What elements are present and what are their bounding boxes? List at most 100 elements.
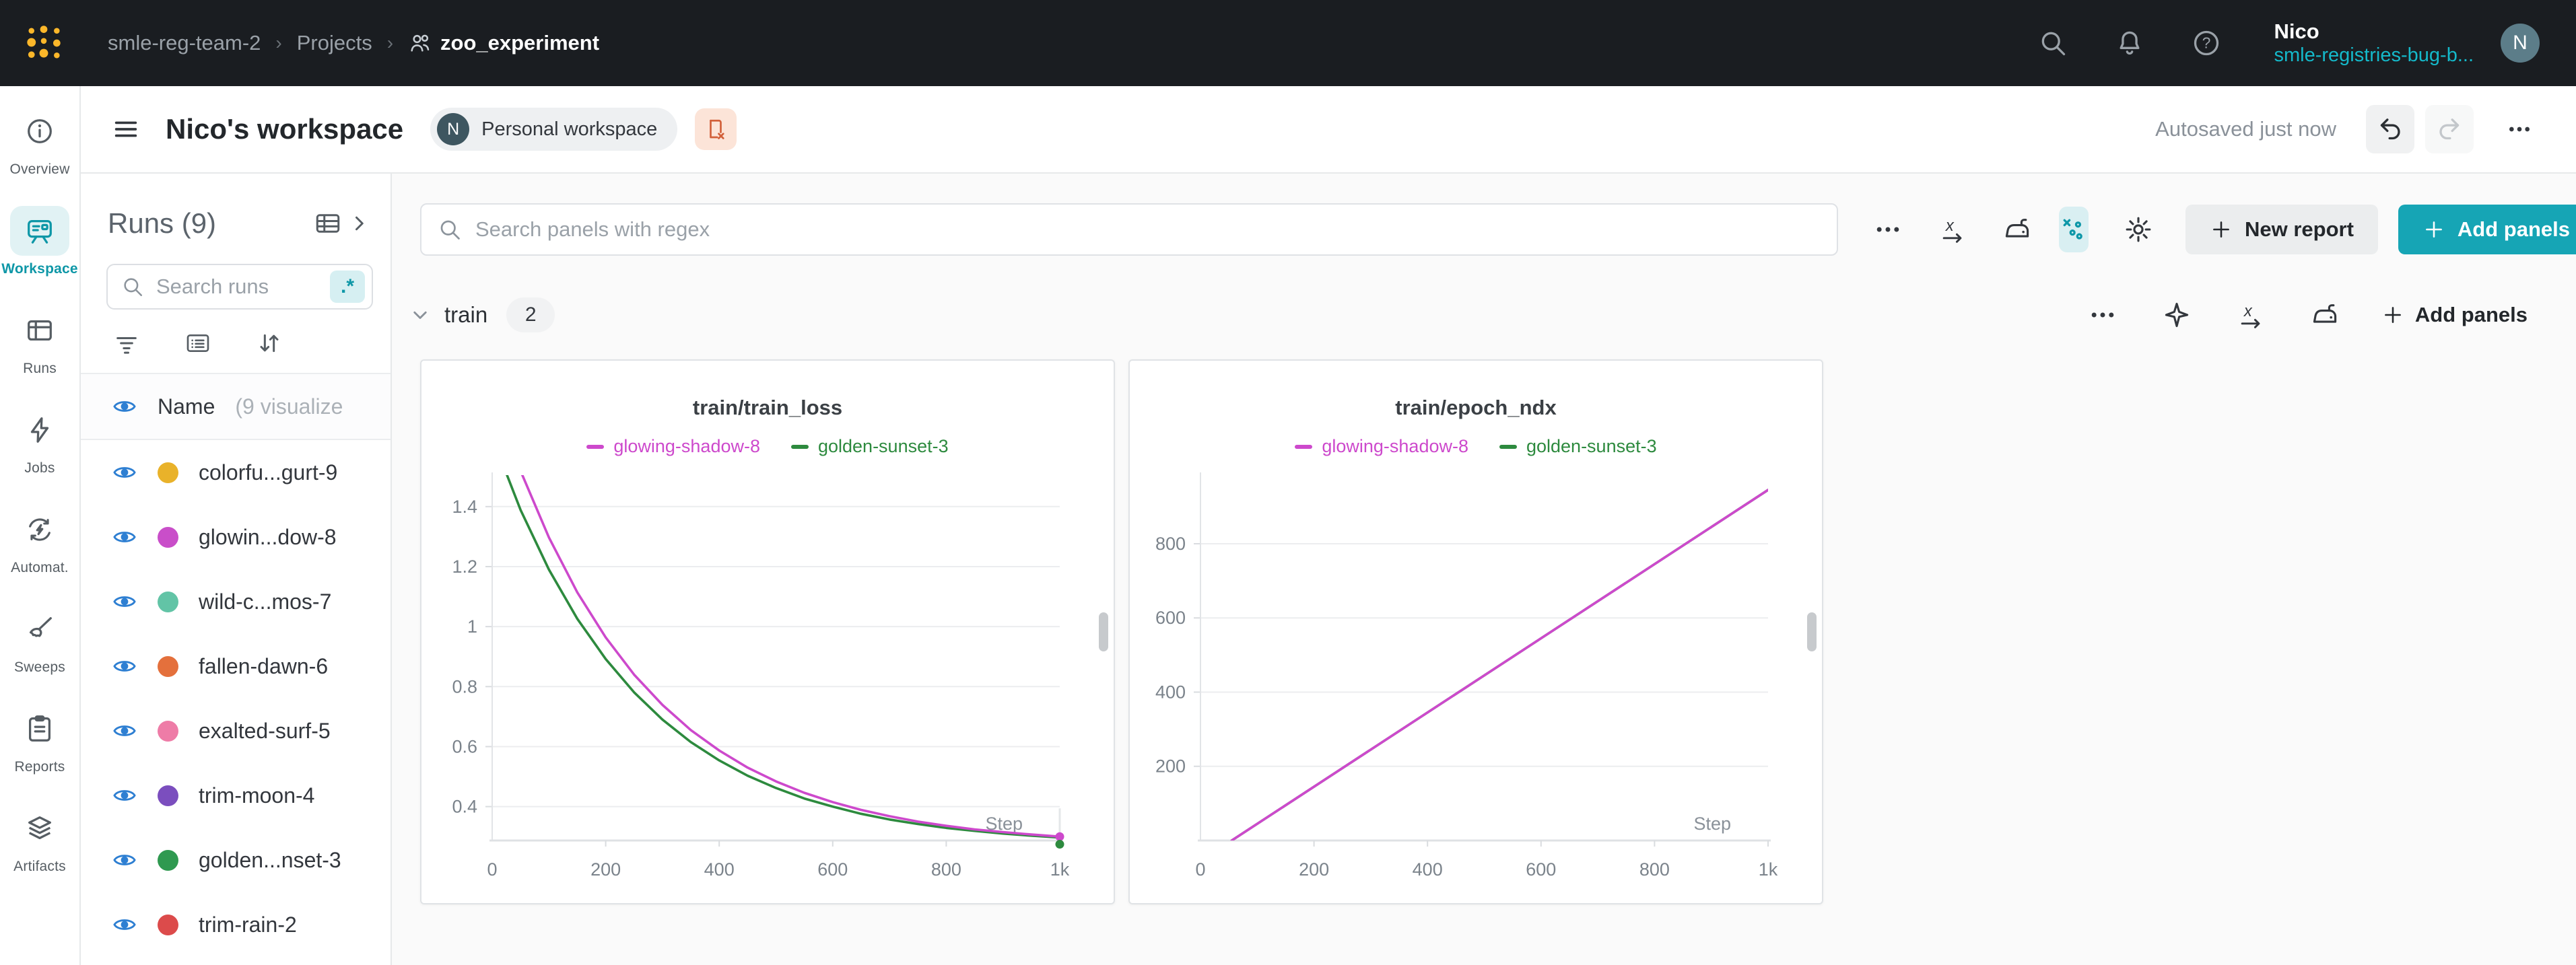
sidebar-item-jobs[interactable]: Jobs (0, 405, 79, 476)
run-color-dot (158, 526, 178, 548)
bookmark-x-icon (710, 119, 724, 139)
run-row[interactable]: trim-moon-4 (81, 763, 391, 828)
layers-icon (23, 812, 57, 845)
wandb-logo-icon[interactable] (24, 24, 63, 63)
breadcrumb-projects[interactable]: Projects (296, 31, 372, 55)
sidebar-item-workspace[interactable]: Workspace (0, 206, 79, 277)
visibility-eye-icon[interactable] (112, 653, 137, 679)
notifications-bell-icon[interactable] (2115, 28, 2144, 58)
workspace-selector[interactable]: N Personal workspace (430, 108, 678, 151)
breadcrumb-team[interactable]: smle-reg-team-2 (108, 31, 261, 55)
user-name: Nico (2274, 20, 2319, 43)
breadcrumb-project-current[interactable]: zoo_experiment (408, 31, 599, 55)
legend-run-name: glowing-shadow-8 (1322, 436, 1468, 456)
run-settings-icon[interactable] (184, 330, 211, 357)
new-report-button[interactable]: New report (2185, 205, 2378, 254)
section-pin-button[interactable] (2159, 297, 2194, 332)
visibility-eye-icon[interactable] (112, 783, 137, 808)
avatar[interactable]: N (2501, 24, 2540, 63)
section-title[interactable]: train (444, 302, 488, 327)
sidebar-item-automat[interactable]: Automat. (0, 505, 79, 576)
run-row[interactable]: golden...nset-3 (81, 828, 391, 892)
run-name[interactable]: trim-moon-4 (199, 783, 315, 808)
chevron-down-icon[interactable] (408, 303, 432, 327)
run-color-dot (158, 849, 178, 871)
sidebar-item-overview[interactable]: Overview (0, 106, 79, 178)
legend-item[interactable]: glowing-shadow-8 (1295, 436, 1468, 457)
legend-item[interactable]: golden-sunset-3 (1499, 436, 1657, 457)
run-name[interactable]: fallen-dawn-6 (199, 653, 329, 678)
undo-button[interactable] (2366, 105, 2414, 153)
panel-drag-handle[interactable] (1807, 612, 1817, 651)
run-name[interactable]: trim-rain-2 (199, 912, 297, 937)
plus-icon (2213, 221, 2229, 238)
run-row[interactable]: wild-c...mos-7 (81, 569, 391, 634)
run-color-dot (158, 720, 178, 742)
run-row[interactable]: glowin...dow-8 (81, 505, 391, 569)
undo-icon (2380, 118, 2400, 140)
menu-hamburger-icon[interactable] (110, 114, 141, 145)
legend-item[interactable]: golden-sunset-3 (790, 436, 949, 457)
svg-text:400: 400 (1413, 859, 1443, 880)
visibility-eye-icon[interactable] (112, 718, 137, 744)
breadcrumb: smle-reg-team-2 › Projects › zoo_experim… (108, 31, 599, 55)
runs-column-name[interactable]: Name (158, 394, 215, 419)
run-row[interactable]: colorfu...gurt-9 (81, 440, 391, 505)
regex-toggle-button[interactable]: .* (330, 271, 365, 303)
workspace-more-menu[interactable] (2501, 110, 2538, 148)
visibility-eye-icon[interactable] (112, 460, 137, 485)
svg-text:200: 200 (1299, 859, 1329, 880)
visibility-eye-icon[interactable] (112, 394, 137, 419)
sidebar-item-runs[interactable]: Runs (0, 306, 79, 377)
outliers-toggle-button[interactable] (2059, 207, 2089, 252)
panel-epoch-ndx[interactable]: train/epoch_ndx glowing-shadow-8 golden-s… (1128, 359, 1823, 904)
svg-text:600: 600 (1155, 608, 1186, 628)
search-icon[interactable] (2038, 28, 2068, 58)
line-chart-svg[interactable]: 200 400 600 800 0 200 400 600 800 1k Step (1130, 361, 1822, 903)
visibility-eye-icon[interactable] (112, 589, 137, 614)
sidebar-item-reports[interactable]: Reports (0, 704, 79, 775)
filter-icon[interactable] (113, 330, 140, 357)
discard-draft-button[interactable] (695, 108, 737, 150)
section-x-axis-button[interactable]: x (2233, 297, 2268, 332)
panels-more-menu[interactable] (1873, 212, 1903, 247)
sparkle-icon (2165, 302, 2189, 328)
redo-button[interactable] (2425, 105, 2474, 153)
run-name[interactable]: golden...nset-3 (199, 847, 341, 872)
panel-search-input[interactable] (474, 217, 1821, 242)
panel-drag-handle[interactable] (1099, 612, 1108, 651)
run-row[interactable]: exalted-surf-5 (81, 699, 391, 763)
section-add-panels-button[interactable]: Add panels (2381, 303, 2528, 327)
sidebar-item-sweeps[interactable]: Sweeps (0, 604, 79, 676)
smoothing-button[interactable] (2002, 212, 2032, 247)
run-color-dot (158, 591, 178, 612)
visibility-eye-icon[interactable] (112, 847, 137, 873)
visibility-eye-icon[interactable] (112, 524, 137, 550)
run-row[interactable]: trim-rain-2 (81, 892, 391, 957)
run-name[interactable]: colorfu...gurt-9 (199, 460, 338, 485)
legend-item[interactable]: glowing-shadow-8 (586, 436, 760, 457)
expand-runs-table-button[interactable] (314, 209, 373, 238)
run-name[interactable]: wild-c...mos-7 (199, 589, 332, 614)
user-team-link[interactable]: smle-registries-bug-b... (2274, 44, 2474, 66)
visibility-eye-icon[interactable] (112, 912, 137, 937)
run-row[interactable]: fallen-dawn-6 (81, 634, 391, 699)
sort-icon[interactable] (256, 330, 283, 357)
panel-train-loss[interactable]: train/train_loss glowing-shadow-8 golden-… (420, 359, 1115, 904)
help-icon[interactable]: ? (2192, 28, 2221, 58)
sidebar-item-artifacts[interactable]: Artifacts (0, 803, 79, 875)
runs-search-input[interactable] (155, 274, 330, 299)
panel-search-box (420, 203, 1838, 256)
section-smoothing-button[interactable] (2307, 297, 2342, 332)
x-axis-settings-button[interactable]: x (1938, 212, 1967, 247)
run-name[interactable]: glowin...dow-8 (199, 524, 337, 549)
section-panel-count: 2 (506, 297, 555, 332)
plus-icon (2426, 221, 2442, 238)
legend-run-name: golden-sunset-3 (817, 436, 949, 456)
panel-settings-button[interactable] (2124, 212, 2153, 247)
add-panels-button[interactable]: Add panels (2398, 205, 2576, 254)
run-name[interactable]: exalted-surf-5 (199, 718, 331, 743)
section-more-menu[interactable] (2085, 297, 2120, 332)
